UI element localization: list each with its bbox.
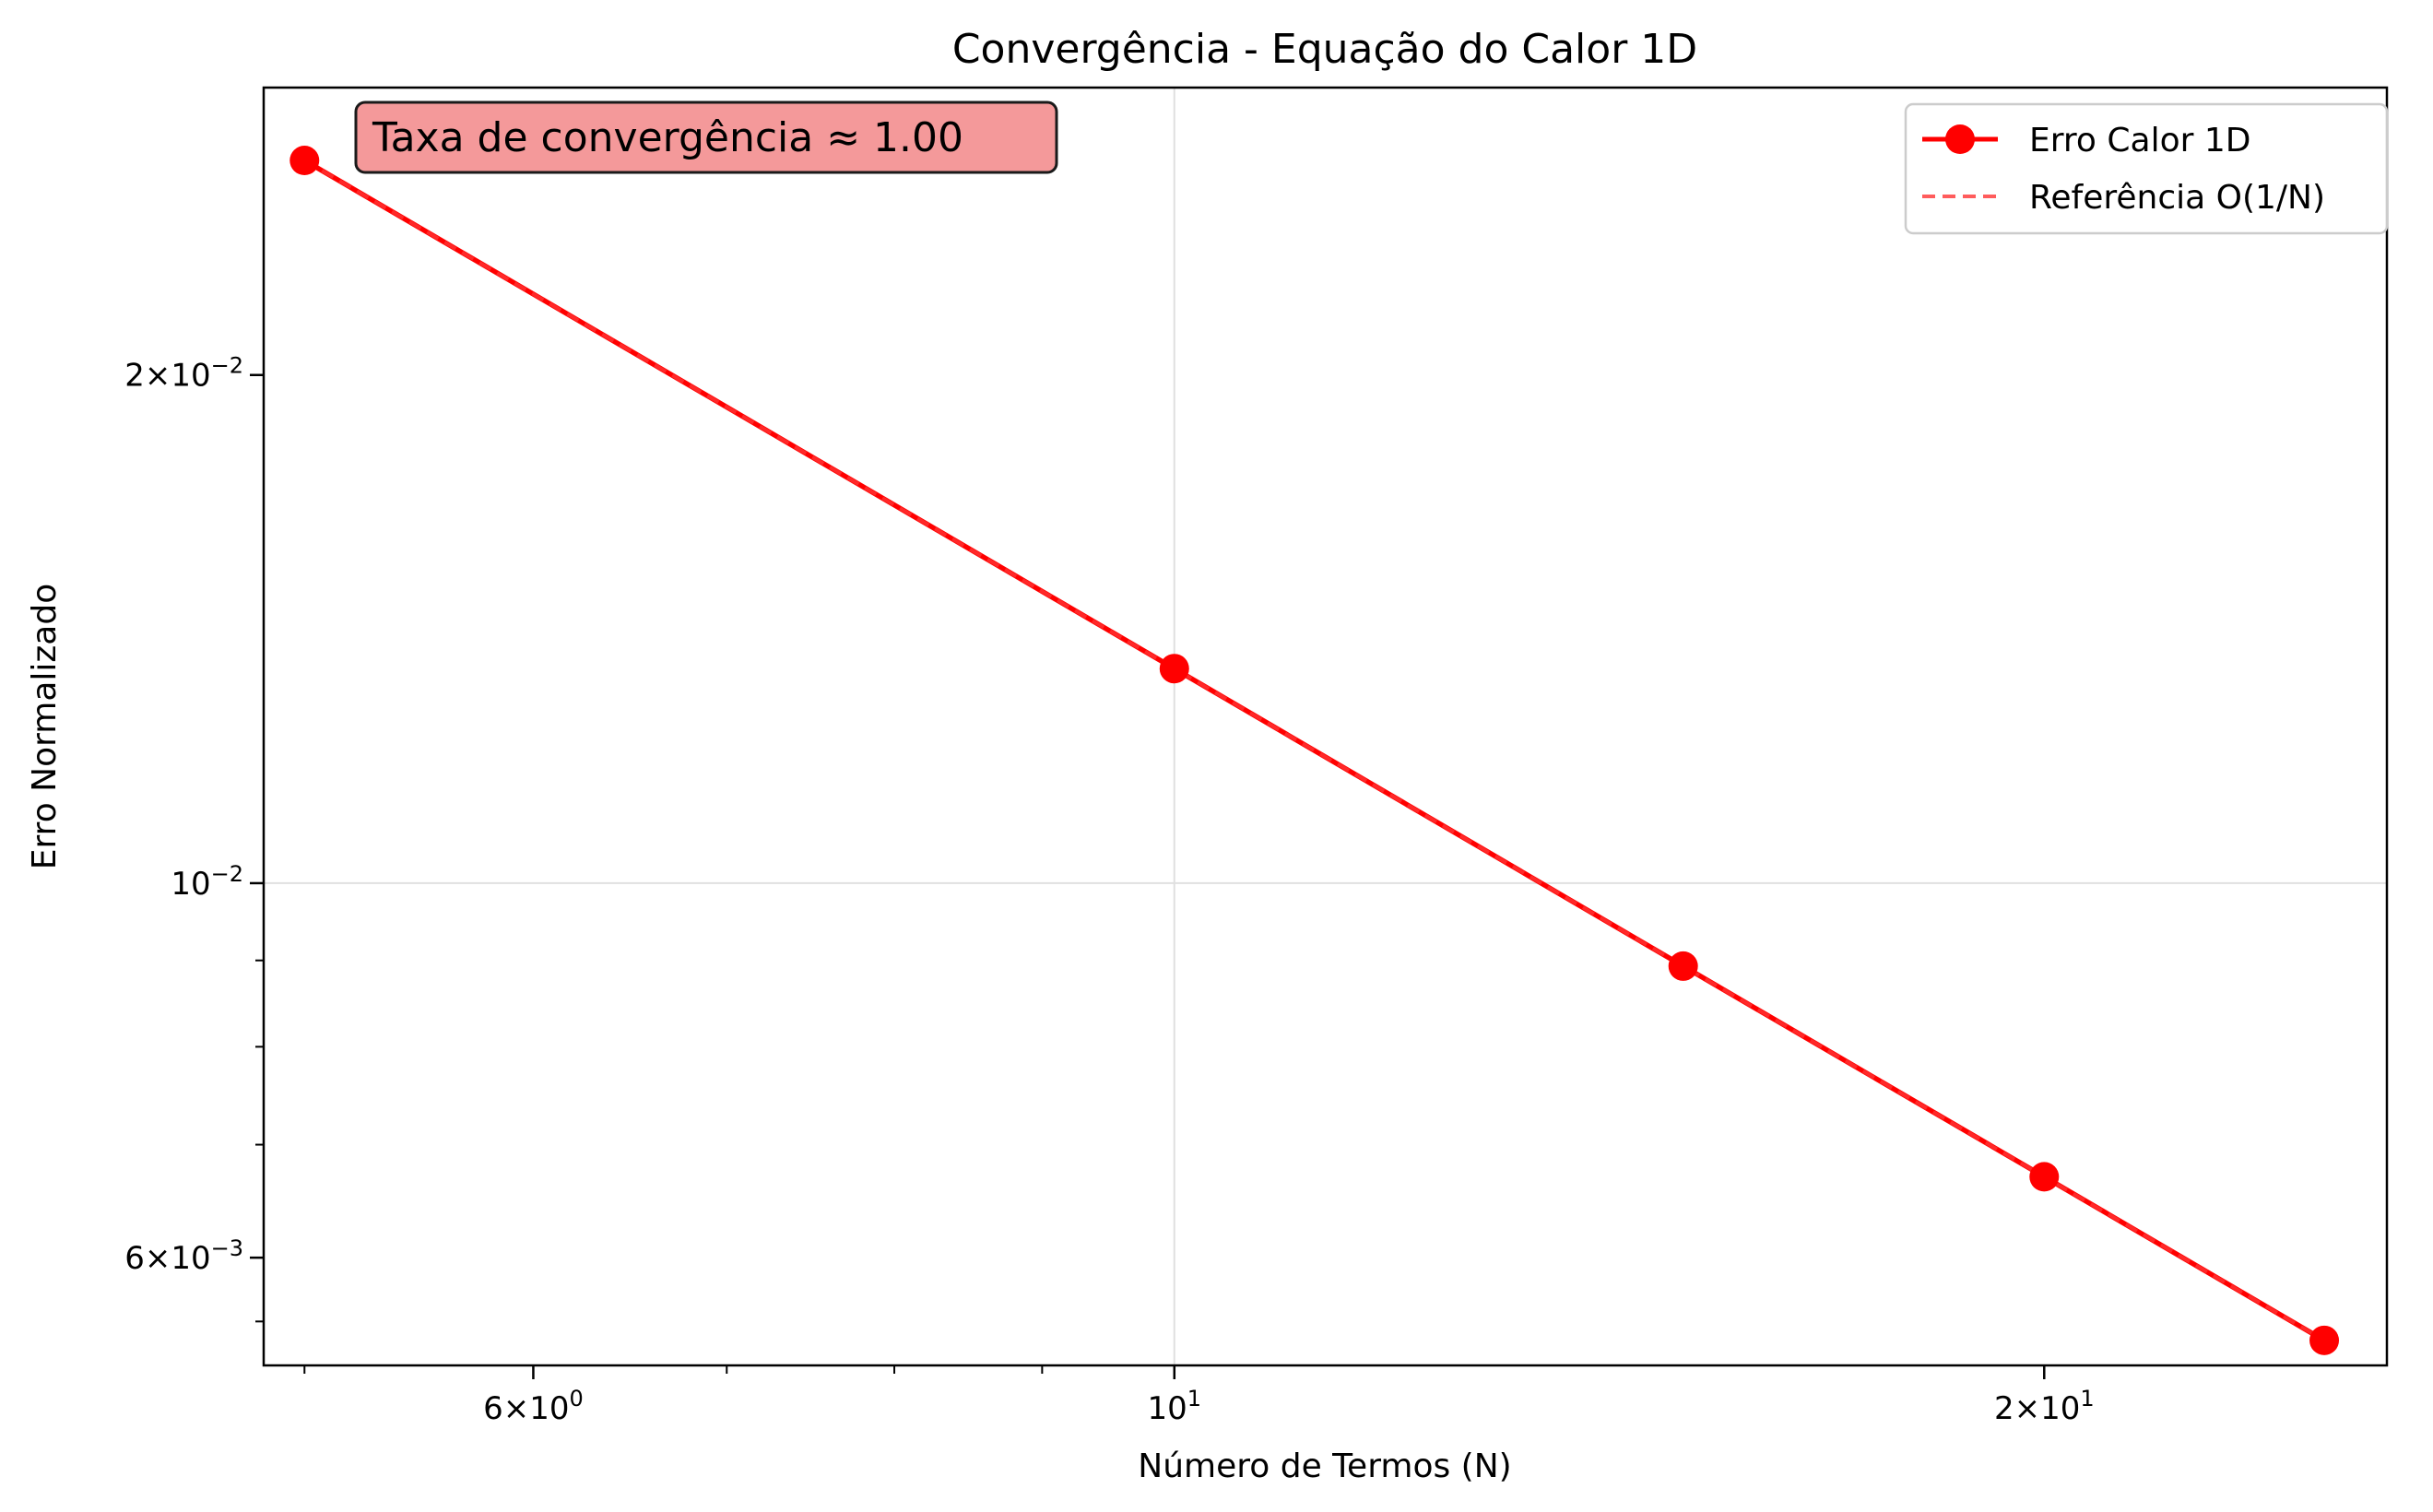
annotation-text: Taxa de convergência ≈ 1.00 xyxy=(372,114,963,161)
series-line-referencia xyxy=(303,159,2326,1342)
annotation-background xyxy=(354,100,1058,174)
annotation-box: Taxa de convergência ≈ 1.00 xyxy=(354,100,1058,174)
data-point-erro xyxy=(2309,1325,2340,1355)
legend-frame xyxy=(1904,102,2389,235)
x-tick-label: 101 xyxy=(1148,1386,1202,1427)
data-point-erro xyxy=(1159,654,1189,684)
y-axis-title: Erro Normalizado xyxy=(26,584,64,869)
x-tick-label: 6×100 xyxy=(483,1386,584,1427)
legend: Erro Calor 1D Referência O(1/N) xyxy=(1904,102,2389,235)
x-tick-label: 2×101 xyxy=(1994,1386,2095,1427)
legend-marker-erro xyxy=(1945,124,1975,154)
series-layer xyxy=(289,146,2340,1355)
chart-title: Convergência - Equação do Calor 1D xyxy=(952,26,1697,73)
data-point-erro xyxy=(2029,1162,2060,1192)
legend-label-erro: Erro Calor 1D xyxy=(2029,122,2251,159)
legend-label-referencia: Referência O(1/N) xyxy=(2029,179,2325,217)
data-point-erro xyxy=(289,146,320,176)
data-point-erro xyxy=(1668,951,1698,981)
y-tick-label: 10−2 xyxy=(171,861,243,903)
plot-frame xyxy=(262,86,2389,1367)
grid-layer xyxy=(264,88,2387,1365)
x-axis-title: Número de Termos (N) xyxy=(1138,1447,1511,1485)
y-tick-label: 2×10−2 xyxy=(124,353,243,395)
y-tick-label: 6×10−3 xyxy=(124,1235,243,1277)
ticks-layer: 6×100 101 2×101 6×10−3 10−2 2×10−2 xyxy=(124,353,2094,1427)
